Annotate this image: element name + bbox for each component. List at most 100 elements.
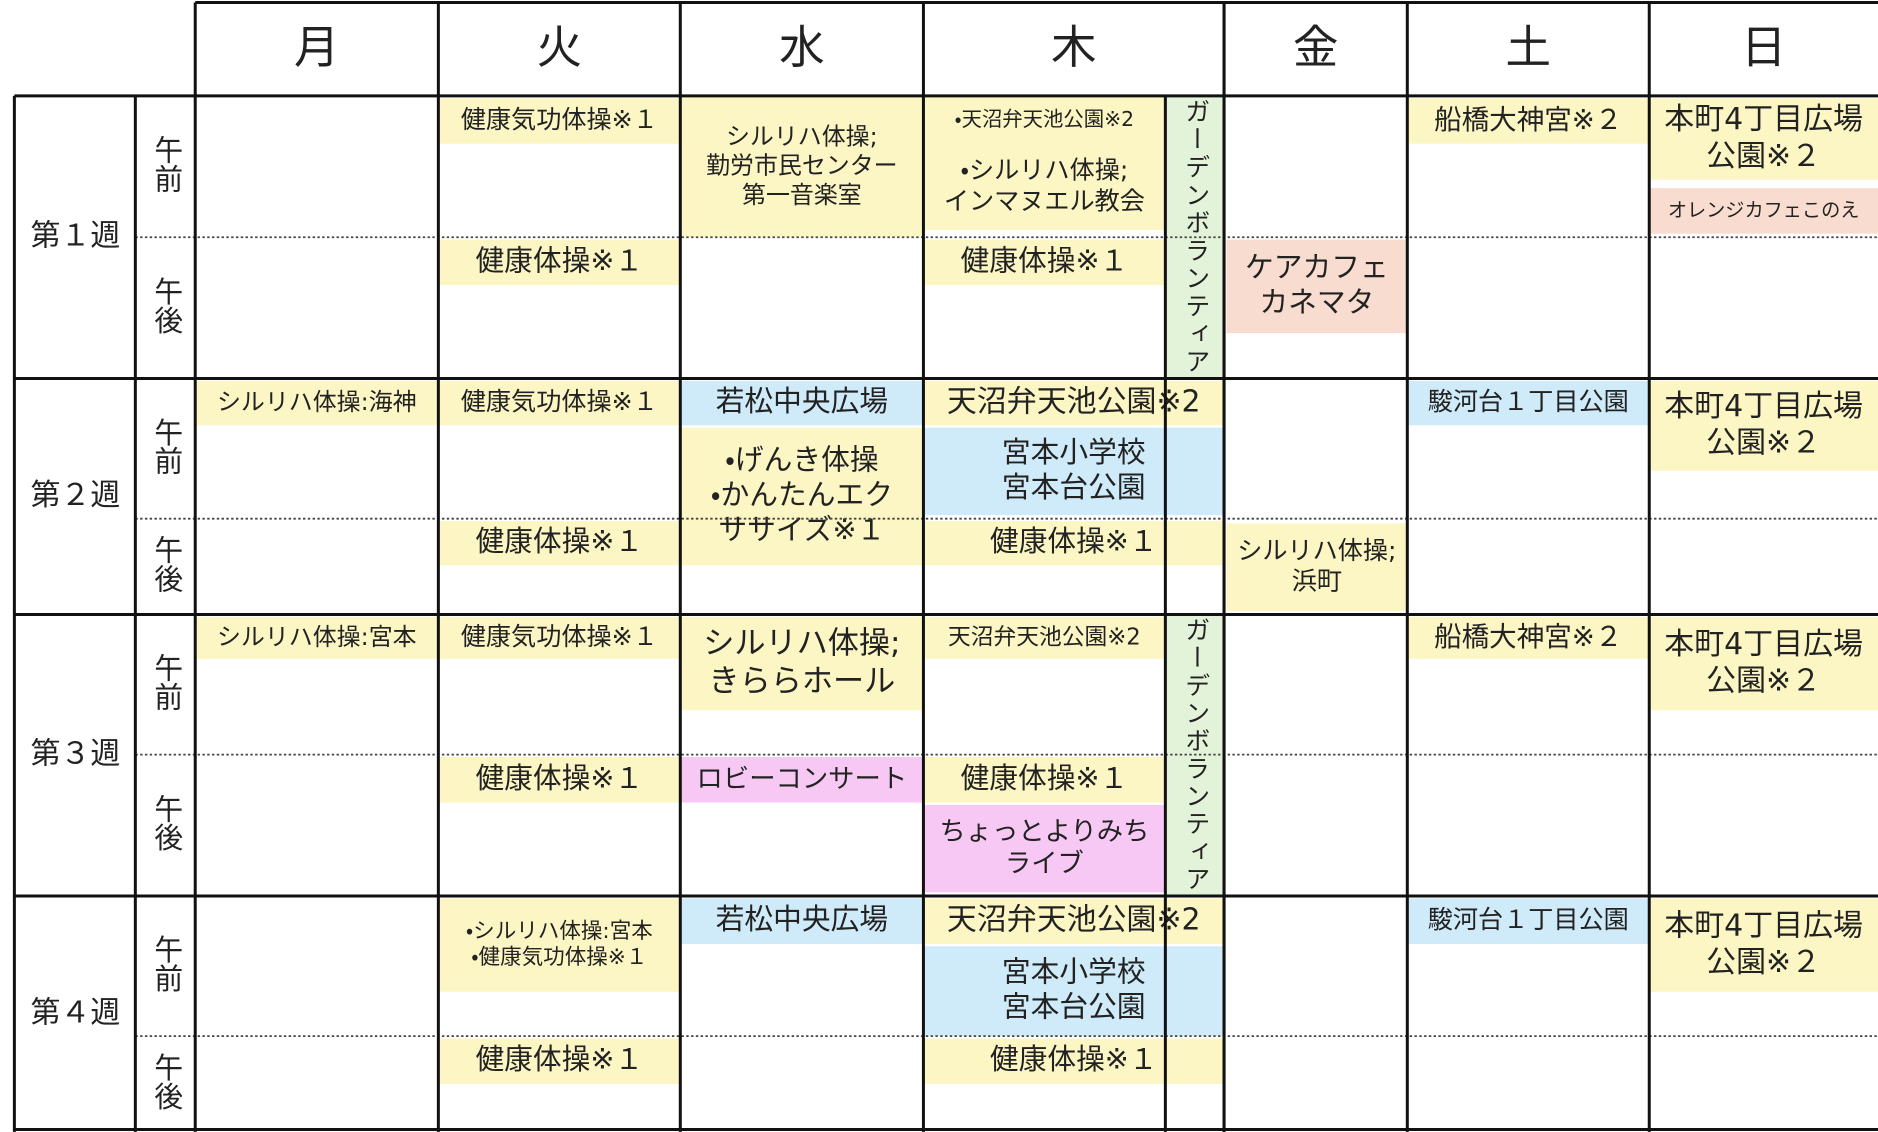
event-block	[1226, 239, 1408, 334]
event-text: 船橋大神宮※２	[1434, 621, 1622, 653]
event-text: 健康気功体操※１	[461, 622, 658, 651]
event-block	[923, 1038, 1225, 1085]
event-text: 本町4丁目広場	[1664, 389, 1863, 424]
day-header: 木	[1051, 21, 1097, 74]
event-text: ケアカフェ	[1245, 250, 1389, 284]
event-block	[923, 143, 1166, 231]
day-header: 水	[779, 21, 825, 74]
event-text: シルリハ体操:海神	[217, 388, 417, 416]
event-text: 天沼弁天池公園※2	[947, 903, 1201, 938]
event-text: 本町4丁目広場	[1664, 102, 1863, 137]
event-text: ・健康気功体操※１	[471, 945, 647, 970]
event-text: 健康体操※１	[961, 243, 1129, 277]
week-label: 第２週	[31, 478, 121, 513]
event-text: 勤労市民センター	[706, 152, 898, 180]
event-text: ・天沼弁天池公園※2	[955, 107, 1134, 131]
event-block	[1649, 98, 1878, 180]
period-label: 午後	[150, 794, 184, 851]
period-label: 午前	[150, 935, 184, 992]
event-text: 公園※２	[1706, 426, 1821, 461]
event-text: ちょっとよりみち	[939, 817, 1149, 847]
event-text: 船橋大神宮※２	[1434, 104, 1622, 136]
event-block	[923, 804, 1166, 893]
event-text: 健康体操※１	[990, 1042, 1158, 1076]
event-text: 健康体操※１	[475, 761, 643, 795]
event-text: 公園※２	[1706, 945, 1821, 980]
event-text: ・げんき体操	[725, 442, 878, 476]
event-text: 若松中央広場	[716, 902, 888, 936]
event-block	[680, 616, 924, 711]
day-header: 金	[1293, 21, 1339, 74]
event-text: 宮本小学校	[1002, 435, 1146, 469]
day-header: 火	[537, 21, 583, 74]
event-block	[438, 757, 681, 803]
event-block	[195, 380, 439, 426]
period-label: 午後	[150, 535, 184, 592]
event-text: インマヌエル教会	[944, 186, 1145, 215]
day-header: 日	[1741, 21, 1787, 74]
event-block	[923, 616, 1166, 659]
week-label: 第３週	[31, 737, 121, 772]
event-block	[1649, 616, 1878, 711]
event-text: シルリハ体操;	[726, 122, 878, 150]
week-label: 第４週	[31, 995, 121, 1030]
event-text: ササイズ※１	[718, 513, 885, 547]
event-text: 健康体操※１	[475, 243, 643, 277]
event-text: 浜町	[1292, 567, 1342, 596]
event-text: 駿河台１丁目公園	[1428, 387, 1629, 416]
event-block	[923, 380, 1225, 426]
period-label: 午後	[150, 1053, 184, 1110]
event-block	[680, 380, 924, 426]
event-text: 健康気功体操※１	[461, 387, 658, 416]
event-text: オレンジカフェこのえ	[1668, 198, 1860, 221]
day-header: 土	[1506, 21, 1552, 74]
event-block	[1407, 98, 1650, 144]
event-text: カネマタ	[1259, 285, 1374, 319]
event-text: 駿河台１丁目公園	[1428, 905, 1629, 934]
event-block	[438, 380, 681, 426]
event-block	[438, 239, 681, 286]
event-text: 公園※２	[1706, 139, 1821, 174]
event-text: ロビーコンサート	[697, 764, 908, 794]
event-block	[438, 616, 681, 659]
event-text: 本町4丁目広場	[1664, 627, 1863, 662]
event-text: 第一音楽室	[742, 181, 862, 209]
event-block	[923, 946, 1225, 1037]
event-text: きららホール	[708, 664, 895, 700]
event-text: シルリハ体操;	[703, 626, 900, 662]
event-text: 健康体操※１	[990, 524, 1158, 558]
event-block	[438, 98, 681, 144]
event-text: 公園※２	[1706, 663, 1821, 698]
event-block	[680, 427, 924, 566]
event-text: 宮本小学校	[1002, 955, 1146, 989]
event-block	[1649, 188, 1878, 234]
event-block	[923, 239, 1166, 286]
period-label: 午後	[150, 277, 184, 334]
event-text: 宮本台公園	[1002, 470, 1146, 504]
event-block	[680, 95, 924, 238]
event-text: 健康体操※１	[961, 761, 1129, 795]
event-block	[1649, 380, 1878, 471]
week-label: 第１週	[31, 219, 121, 254]
period-label: 午前	[150, 135, 184, 192]
event-text: シルリハ体操:宮本	[217, 623, 417, 651]
event-block	[1407, 380, 1650, 426]
event-text: シルリハ体操;	[1237, 536, 1396, 565]
period-label: 午前	[150, 653, 184, 710]
event-block	[923, 898, 1225, 944]
event-block	[680, 757, 924, 803]
event-block	[923, 427, 1225, 516]
event-text: 健康気功体操※１	[461, 105, 658, 134]
event-text: ・シルリハ体操;	[960, 156, 1128, 185]
event-text: ライブ	[1005, 849, 1084, 879]
event-text: ・かんたんエク	[711, 478, 893, 512]
event-text: 健康体操※１	[475, 524, 643, 558]
event-block	[438, 898, 681, 992]
event-block	[1226, 523, 1408, 611]
event-text: 若松中央広場	[716, 384, 888, 418]
event-block	[1649, 898, 1878, 992]
event-text: ・シルリハ体操:宮本	[466, 919, 653, 944]
